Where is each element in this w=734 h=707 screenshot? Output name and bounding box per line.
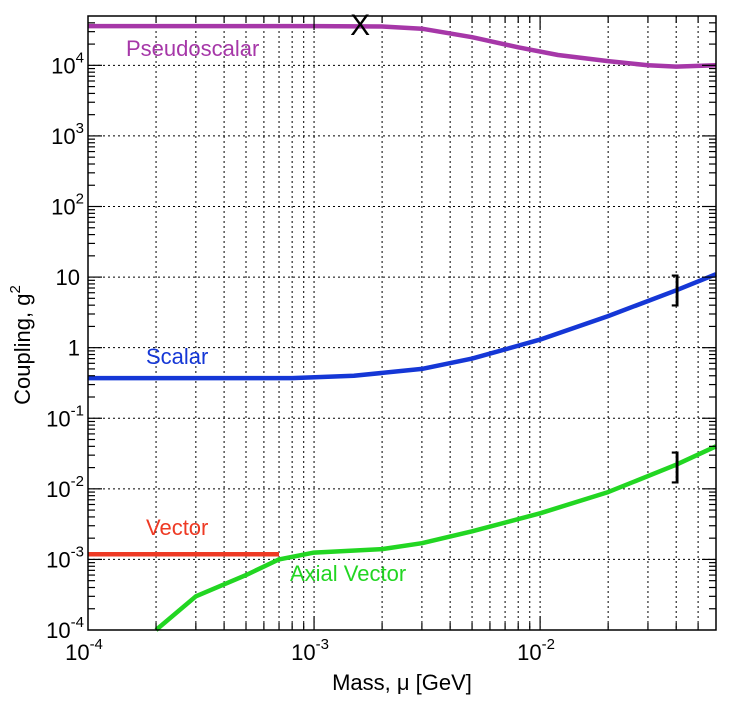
annotation-bracket: ]	[671, 447, 680, 485]
y-tick-label: 10-3	[46, 543, 84, 572]
y-tick-label: 10	[56, 265, 80, 290]
plot-frame	[87, 15, 717, 631]
y-tick-label: 10-1	[46, 402, 84, 431]
series-labels: Pseudoscalar Scalar Vector Axial Vector	[126, 36, 406, 586]
series-label-vector: Vector	[146, 515, 208, 540]
series-label-axial-vector: Axial Vector	[290, 561, 406, 586]
x-tick-labels: 10-4 10-3 10-2	[65, 636, 555, 665]
annotations: X]]	[350, 9, 681, 485]
y-tick-label: 10-4	[46, 614, 84, 643]
series-label-scalar: Scalar	[146, 344, 208, 369]
y-tick-labels: 10-4 10-3 10-2 10-1 1 10 102 103 104	[46, 49, 84, 643]
x-tick-label: 10-2	[517, 636, 555, 665]
series-group	[88, 23, 717, 632]
plot-border	[87, 15, 717, 631]
y-tick-label: 10-2	[46, 473, 84, 502]
y-tick-label: 102	[51, 191, 84, 220]
series-line-scalar	[88, 272, 717, 381]
series-line-axial-vector	[154, 444, 717, 632]
x-tick-label: 10-3	[291, 636, 329, 665]
annotation-bracket: ]	[671, 269, 680, 307]
y-tick-label: 1	[68, 336, 80, 361]
annotation-x-mark: X	[350, 9, 370, 42]
y-tick-label: 103	[51, 120, 84, 149]
y-tick-label: 104	[51, 49, 84, 78]
y-axis-title: Coupling, g2	[7, 285, 35, 405]
x-tick-label: 10-4	[65, 636, 103, 665]
series-label-pseudoscalar: Pseudoscalar	[126, 36, 259, 61]
series-line-pseudoscalar	[88, 23, 717, 69]
x-axis-title: Mass, μ [GeV]	[332, 670, 472, 695]
